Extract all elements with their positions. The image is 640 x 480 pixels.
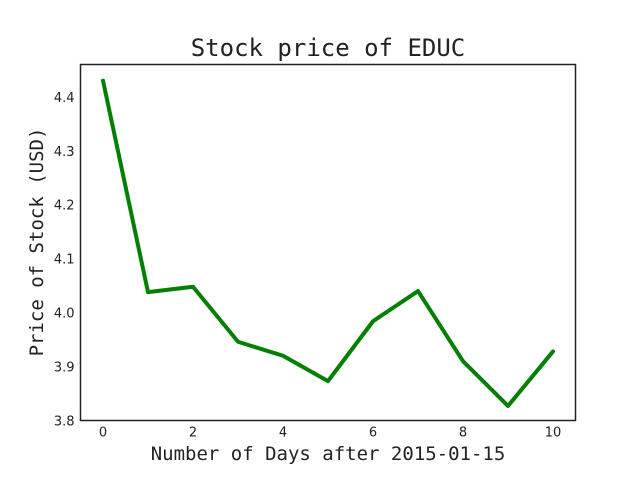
x-tick-label: 6 xyxy=(369,426,377,441)
y-tick-label: 4.2 xyxy=(54,199,75,214)
y-axis-label: Price of Stock (USD) xyxy=(26,128,48,357)
y-tick-label: 4.0 xyxy=(54,307,75,322)
x-tick-label: 8 xyxy=(459,426,467,441)
x-tick-label: 4 xyxy=(279,426,287,441)
chart-title: Stock price of EDUC xyxy=(191,34,466,62)
x-tick-label: 0 xyxy=(99,426,107,441)
plot-frame xyxy=(79,63,577,422)
x-tick-label: 2 xyxy=(189,426,197,441)
x-axis-label: Number of Days after 2015-01-15 xyxy=(151,443,506,465)
y-tick-label: 3.9 xyxy=(54,361,75,376)
y-tick-label: 4.4 xyxy=(54,91,75,106)
series-line xyxy=(101,78,555,408)
y-tick-label: 3.8 xyxy=(54,415,75,430)
y-tick-label: 4.1 xyxy=(54,253,75,268)
y-tick-label: 4.3 xyxy=(54,145,75,160)
x-axis: 0 2 4 6 8 10 xyxy=(99,426,561,441)
y-axis: 3.8 3.9 4.0 4.1 4.2 4.3 4.4 xyxy=(54,91,75,430)
plot-series xyxy=(101,78,555,408)
x-tick-label: 10 xyxy=(545,426,562,441)
